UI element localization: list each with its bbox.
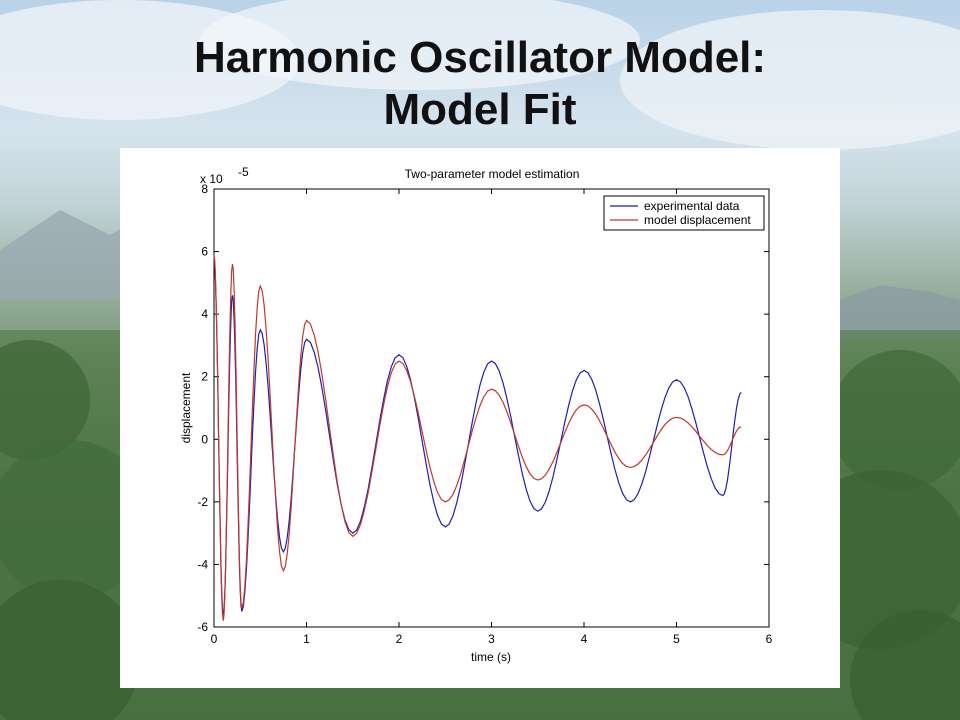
chart-title: Two-parameter model estimation bbox=[405, 167, 580, 181]
y-tick-label: 4 bbox=[201, 307, 208, 321]
x-tick-label: 3 bbox=[488, 632, 495, 646]
plot-card: Two-parameter model estimation x 10 -5 0… bbox=[120, 148, 840, 688]
y-tick-label: -6 bbox=[197, 620, 208, 634]
y-tick-label: 2 bbox=[201, 370, 208, 384]
legend-label-model: model displacement bbox=[644, 213, 751, 227]
x-tick-label: 4 bbox=[581, 632, 588, 646]
x-tick-label: 5 bbox=[673, 632, 680, 646]
series-model-displacement-line bbox=[213, 254, 742, 621]
x-tick-label: 6 bbox=[766, 632, 773, 646]
x-axis-label: time (s) bbox=[471, 650, 511, 664]
y-tick-label: 6 bbox=[201, 245, 208, 259]
legend: experimental data model displacement bbox=[603, 195, 765, 231]
y-tick-label: 8 bbox=[201, 182, 208, 196]
series-lines bbox=[213, 254, 742, 621]
y-tick-label: 0 bbox=[201, 432, 208, 446]
series-experimental-data-line bbox=[213, 257, 742, 615]
legend-box bbox=[603, 195, 765, 231]
y-exponent-power: -5 bbox=[238, 165, 249, 179]
x-tick-label: 2 bbox=[396, 632, 403, 646]
slide-title-line-1: Harmonic Oscillator Model: bbox=[193, 33, 767, 82]
x-tick-label: 1 bbox=[303, 632, 310, 646]
y-tick-label: -4 bbox=[197, 557, 208, 571]
x-tick-label: 0 bbox=[211, 632, 218, 646]
y-exponent-label: x 10 bbox=[200, 172, 223, 186]
slide-title-line-2: Model Fit bbox=[383, 85, 577, 134]
y-axis-label: displacement bbox=[179, 372, 193, 443]
slide-title: Harmonic Oscillator Model: Model Fit bbox=[0, 32, 960, 136]
axis-ticks: 0 1 2 3 4 5 6 -6 -4 -2 0 2 4 6 8 bbox=[197, 182, 772, 646]
legend-label-experimental: experimental data bbox=[644, 199, 740, 213]
y-tick-label: -2 bbox=[197, 495, 208, 509]
displacement-chart: Two-parameter model estimation x 10 -5 0… bbox=[179, 165, 773, 664]
